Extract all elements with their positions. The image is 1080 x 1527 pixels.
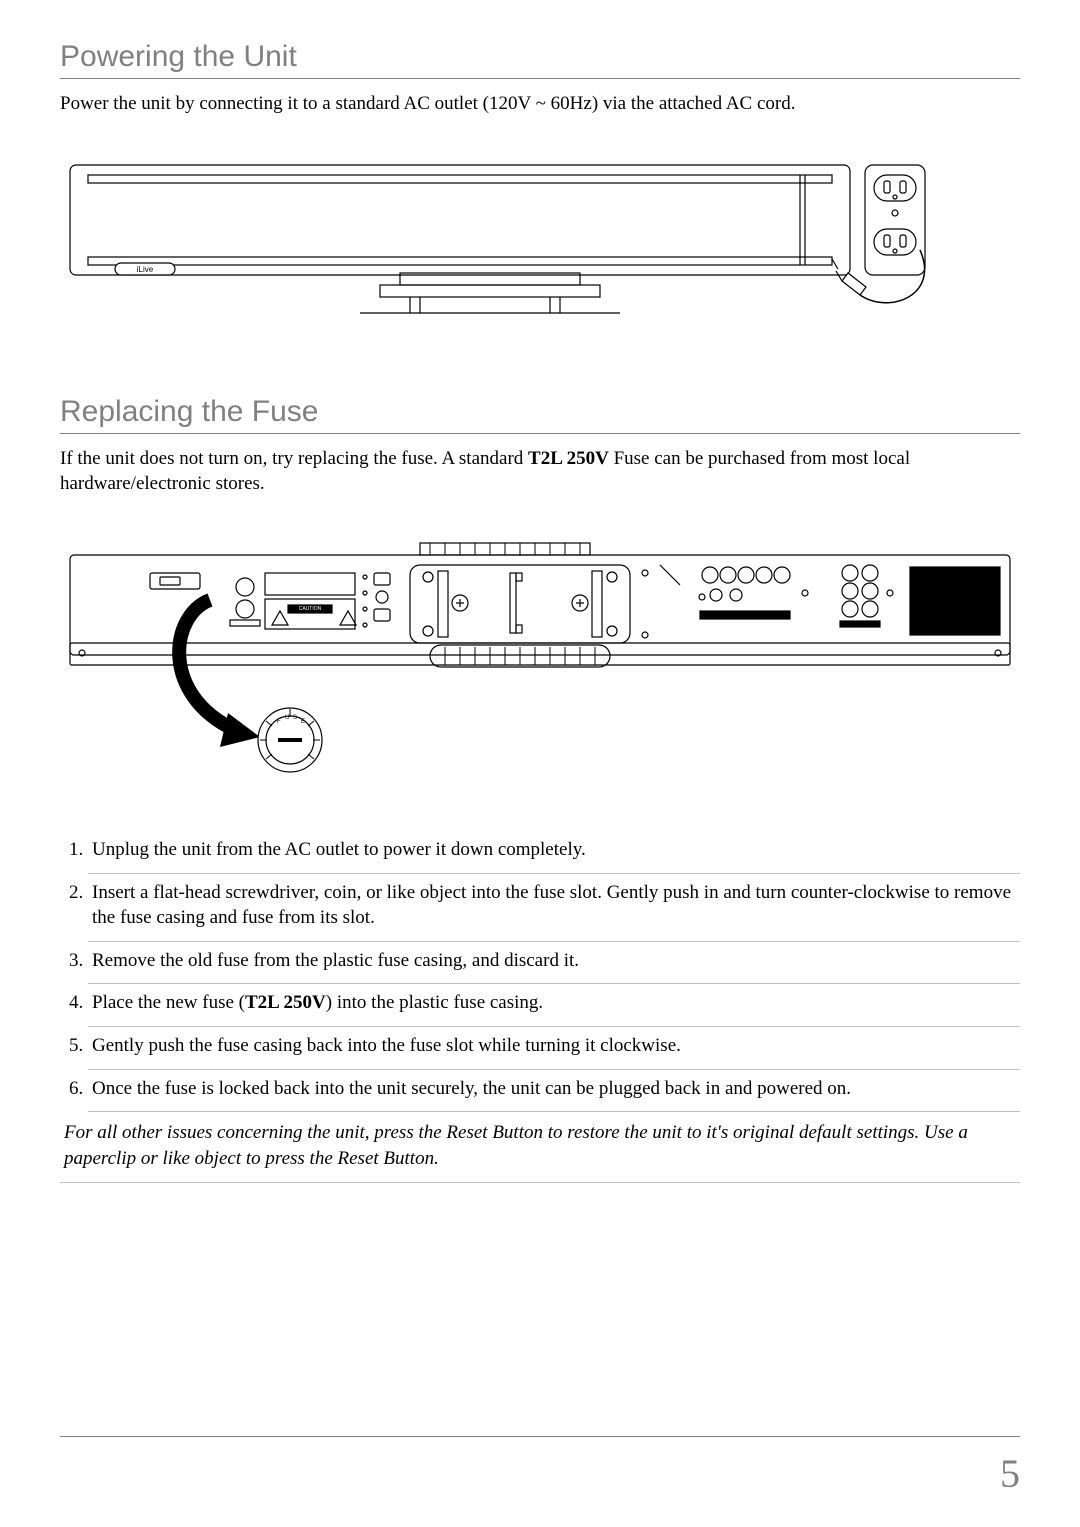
intro-fuse: If the unit does not turn on, try replac… xyxy=(60,446,1020,497)
step-5: Gently push the fuse casing back into th… xyxy=(88,1027,1020,1070)
reset-note: For all other issues concerning the unit… xyxy=(60,1112,1020,1182)
step-4: Place the new fuse (T2L 250V) into the p… xyxy=(88,984,1020,1027)
fuse-knob-label: F xyxy=(277,719,281,725)
figure-fuse: CAUTION F U S E xyxy=(60,525,1020,785)
step-3: Remove the old fuse from the plastic fus… xyxy=(88,942,1020,985)
page: Powering the Unit Power the unit by conn… xyxy=(0,0,1080,1527)
step-2: Insert a flat-head screwdriver, coin, or… xyxy=(88,874,1020,942)
step-6: Once the fuse is locked back into the un… xyxy=(88,1070,1020,1113)
svg-text:U: U xyxy=(285,715,289,721)
step-1: Unplug the unit from the AC outlet to po… xyxy=(88,835,1020,874)
svg-text:E: E xyxy=(301,719,305,725)
heading-fuse: Replacing the Fuse xyxy=(60,395,1020,434)
heading-powering: Powering the Unit xyxy=(60,40,1020,79)
figure-powering: iLive xyxy=(60,145,1020,345)
caution-label: CAUTION xyxy=(299,606,322,612)
footer-rule xyxy=(60,1436,1020,1437)
page-number: 5 xyxy=(1000,1450,1020,1497)
svg-text:S: S xyxy=(293,715,297,721)
intro-powering: Power the unit by connecting it to a sta… xyxy=(60,91,1020,117)
fuse-steps: Unplug the unit from the AC outlet to po… xyxy=(60,835,1020,1112)
brand-label: iLive xyxy=(137,265,154,274)
